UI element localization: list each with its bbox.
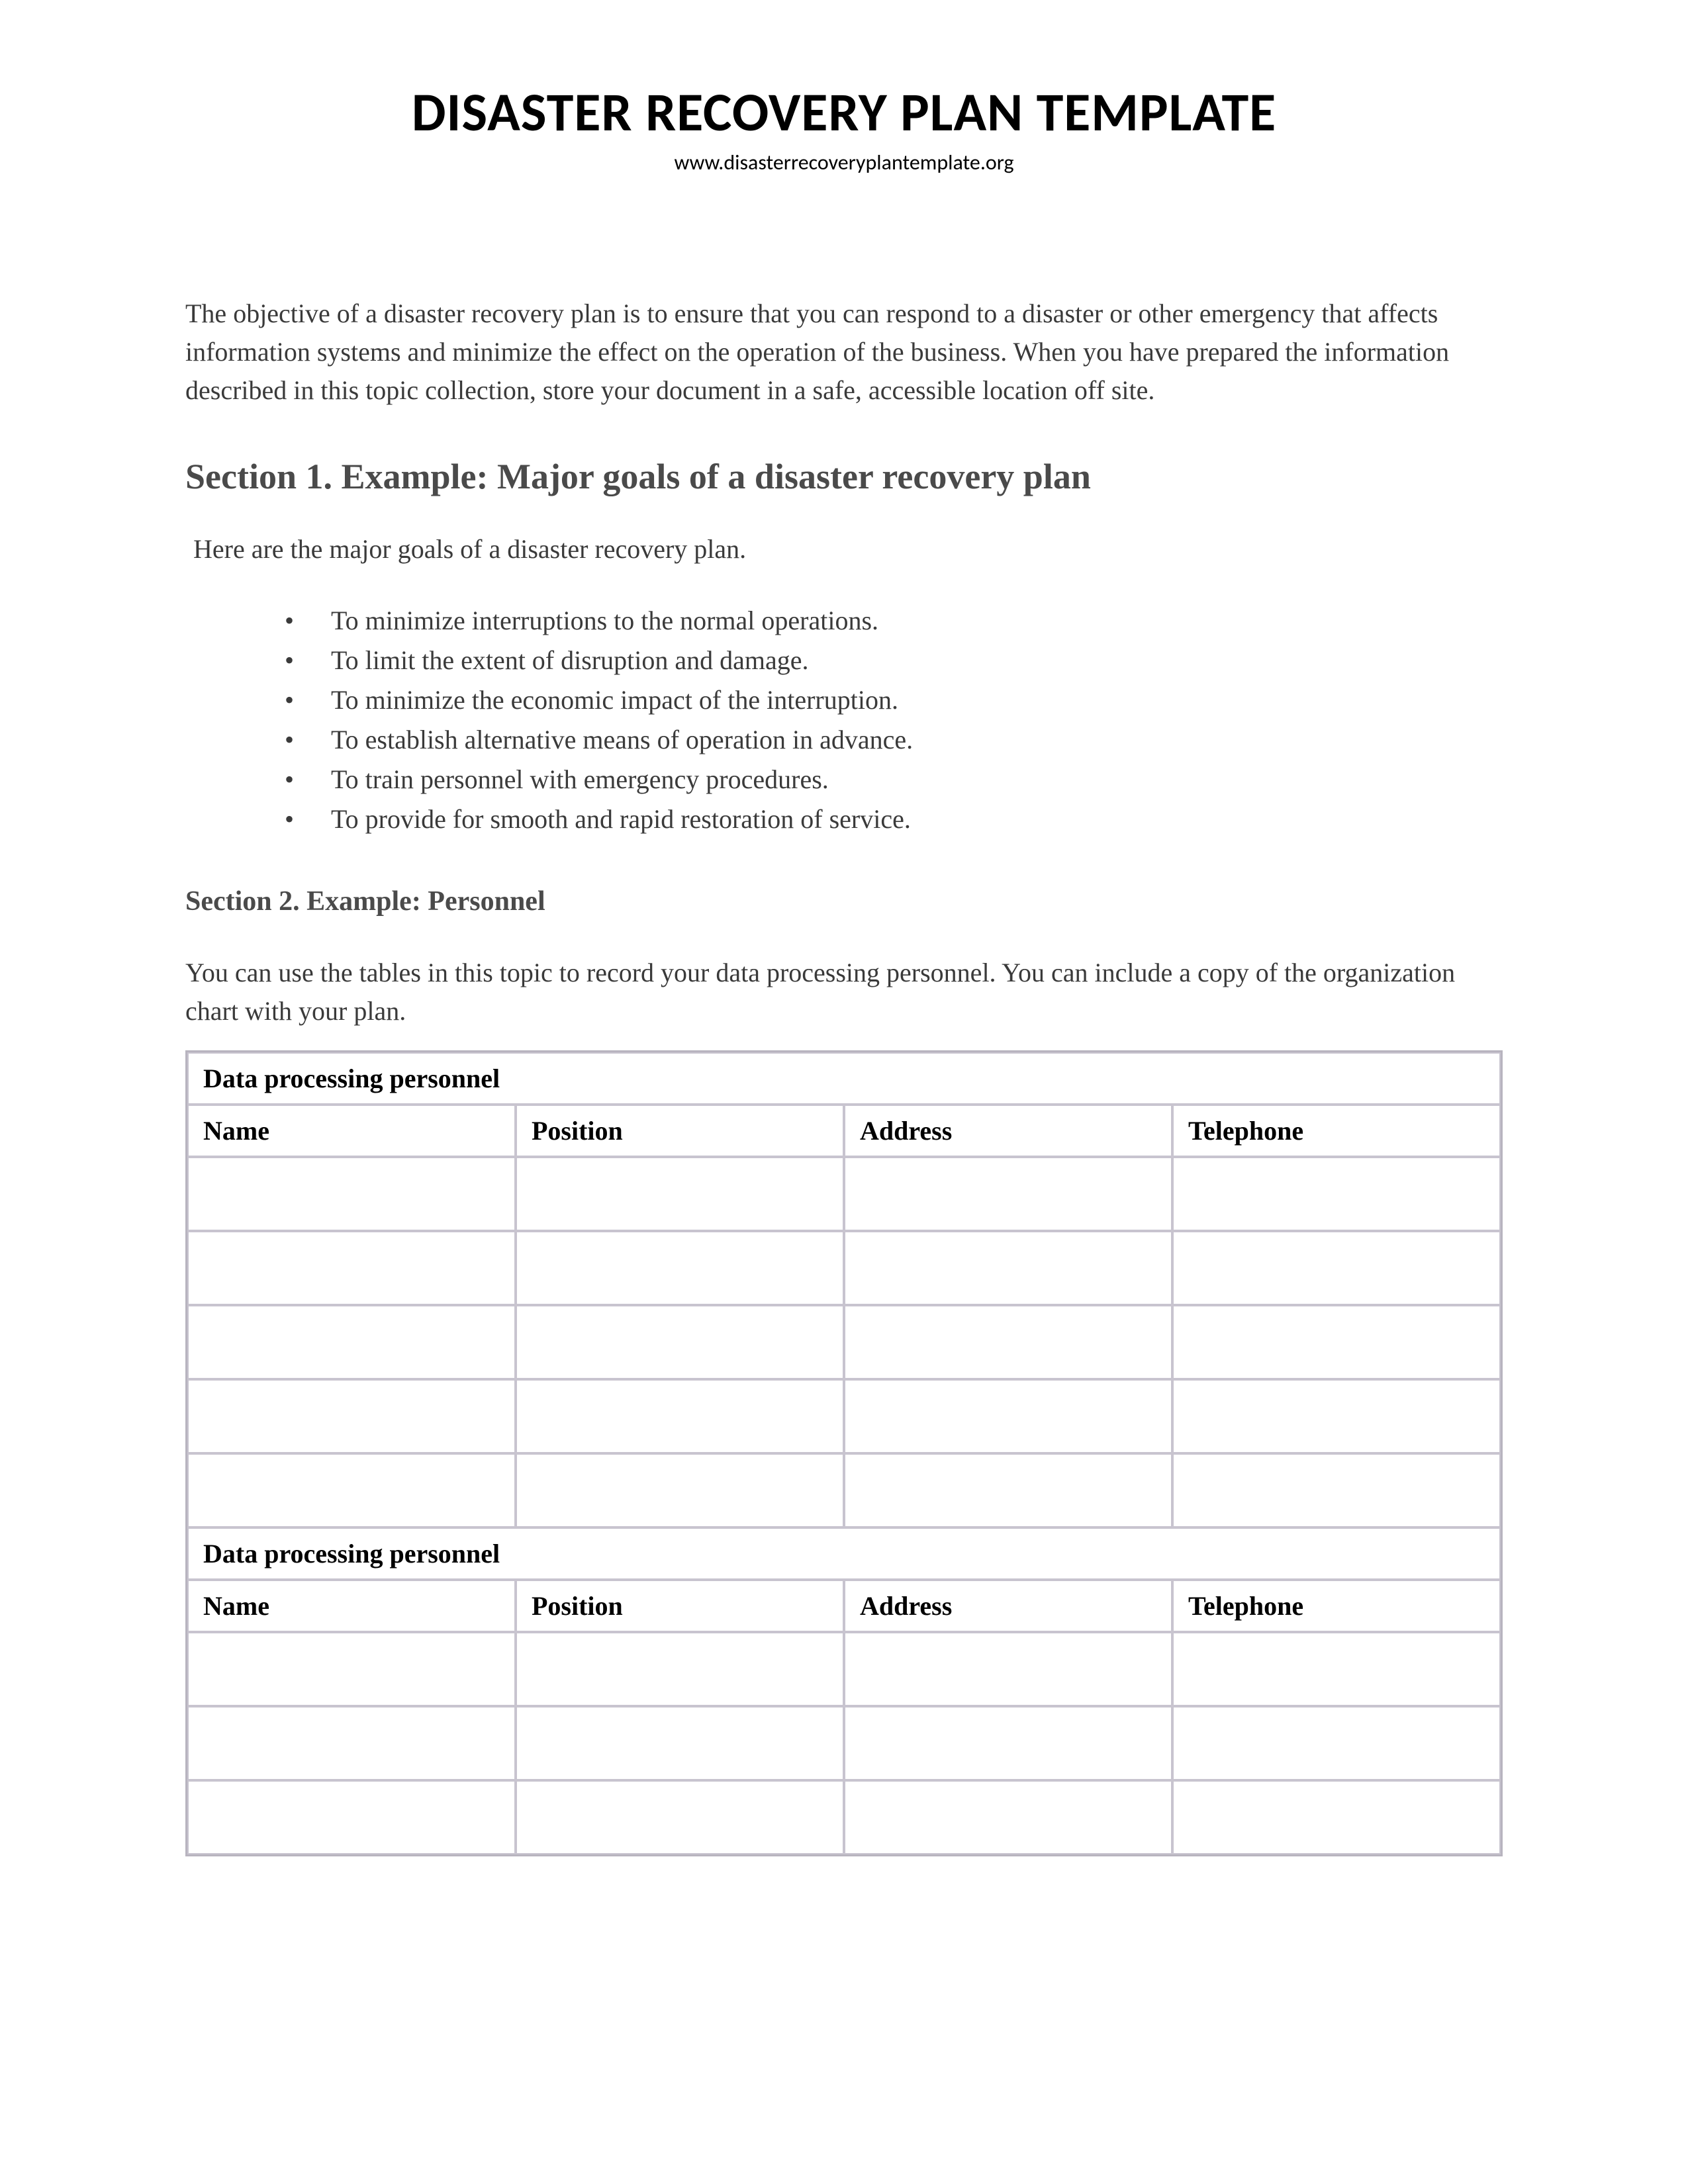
personnel-table: Data processing personnel Name Position … [185,1050,1503,1856]
cell-telephone[interactable] [1172,1706,1501,1780]
cell-telephone[interactable] [1172,1305,1501,1379]
cell-name[interactable] [187,1780,516,1854]
intro-paragraph: The objective of a disaster recovery pla… [185,295,1503,410]
section-1-heading: Section 1. Example: Major goals of a dis… [185,456,1503,497]
goal-item: To provide for smooth and rapid restorat… [285,799,1503,839]
table-row [187,1706,1501,1780]
cell-telephone[interactable] [1172,1780,1501,1854]
cell-name[interactable] [187,1706,516,1780]
col-header-position: Position [516,1105,844,1157]
goal-item: To minimize the economic impact of the i… [285,680,1503,720]
cell-telephone[interactable] [1172,1379,1501,1453]
goal-item: To minimize interruptions to the normal … [285,601,1503,641]
cell-address[interactable] [844,1453,1172,1527]
cell-position[interactable] [516,1157,844,1231]
table-group-header: Data processing personnel [187,1527,1501,1580]
table-row [187,1632,1501,1706]
cell-telephone[interactable] [1172,1231,1501,1305]
cell-position[interactable] [516,1706,844,1780]
table-row [187,1453,1501,1527]
goal-item: To establish alternative means of operat… [285,720,1503,760]
document-page: DISASTER RECOVERY PLAN TEMPLATE www.disa… [0,0,1688,2184]
col-header-telephone: Telephone [1172,1105,1501,1157]
cell-address[interactable] [844,1632,1172,1706]
cell-position[interactable] [516,1632,844,1706]
col-header-position: Position [516,1580,844,1632]
table-row [187,1379,1501,1453]
table-row [187,1157,1501,1231]
cell-address[interactable] [844,1379,1172,1453]
cell-name[interactable] [187,1379,516,1453]
goal-item: To limit the extent of disruption and da… [285,641,1503,680]
cell-position[interactable] [516,1379,844,1453]
goal-item: To train personnel with emergency proced… [285,760,1503,799]
cell-address[interactable] [844,1231,1172,1305]
cell-name[interactable] [187,1632,516,1706]
cell-address[interactable] [844,1305,1172,1379]
cell-address[interactable] [844,1157,1172,1231]
cell-name[interactable] [187,1453,516,1527]
table-row [187,1231,1501,1305]
col-header-telephone: Telephone [1172,1580,1501,1632]
cell-position[interactable] [516,1453,844,1527]
table-header-row: Name Position Address Telephone [187,1580,1501,1632]
col-header-address: Address [844,1580,1172,1632]
col-header-name: Name [187,1580,516,1632]
cell-position[interactable] [516,1231,844,1305]
cell-address[interactable] [844,1706,1172,1780]
cell-name[interactable] [187,1157,516,1231]
col-header-address: Address [844,1105,1172,1157]
goals-list: To minimize interruptions to the normal … [285,601,1503,839]
section-1-lead: Here are the major goals of a disaster r… [193,533,1503,565]
table-header-row: Name Position Address Telephone [187,1105,1501,1157]
cell-position[interactable] [516,1780,844,1854]
cell-telephone[interactable] [1172,1157,1501,1231]
cell-telephone[interactable] [1172,1632,1501,1706]
table-row [187,1780,1501,1854]
page-title: DISASTER RECOVERY PLAN TEMPLATE [185,79,1503,146]
col-header-name: Name [187,1105,516,1157]
cell-telephone[interactable] [1172,1453,1501,1527]
page-subtitle: www.disasterrecoveryplantemplate.org [185,150,1503,175]
table-group-header: Data processing personnel [187,1052,1501,1105]
cell-name[interactable] [187,1305,516,1379]
table-row [187,1305,1501,1379]
section-2-heading: Section 2. Example: Personnel [185,886,1503,917]
cell-address[interactable] [844,1780,1172,1854]
section-2-lead: You can use the tables in this topic to … [185,954,1503,1030]
cell-position[interactable] [516,1305,844,1379]
cell-name[interactable] [187,1231,516,1305]
